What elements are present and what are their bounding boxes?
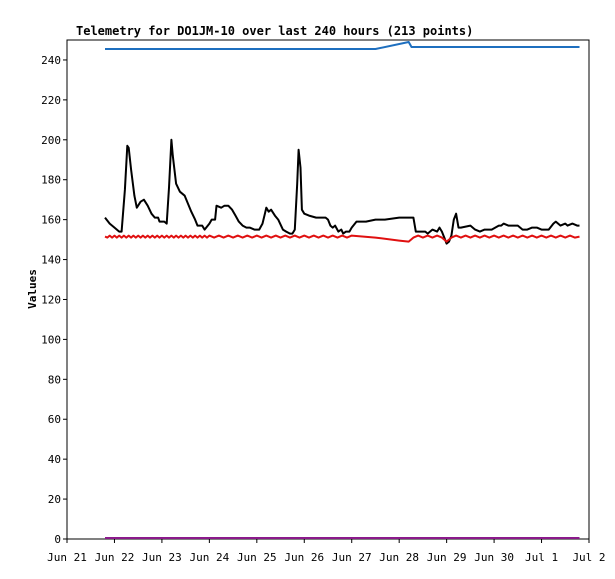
- y-tick-label: 120: [41, 293, 61, 306]
- y-tick-label: 240: [41, 54, 61, 67]
- x-axis: Jun 21 Jun 22 Jun 23 Jun 24 Jun 25 Jun 26 Jun …: [47, 539, 606, 564]
- y-tick-label: 0: [54, 533, 61, 546]
- series-layer: [104, 41, 580, 539]
- y-tick-label: 200: [41, 134, 61, 147]
- chart-title: Telemetry for DO1JM-10 over last 240 hou…: [76, 24, 473, 38]
- y-tick-label: 20: [48, 493, 61, 506]
- x-tick-label: Jun 30: [474, 551, 514, 564]
- x-tick-label: Jun 22: [95, 551, 135, 564]
- x-tick-label: Jun 25: [237, 551, 277, 564]
- x-tick-label: Jun 23: [142, 551, 182, 564]
- y-tick-label: 60: [48, 413, 61, 426]
- y-tick-label: 140: [41, 254, 61, 267]
- y-tick-label: 80: [48, 373, 61, 386]
- x-tick-label: Jun 21: [47, 551, 87, 564]
- x-tick-label: Jun 29: [427, 551, 467, 564]
- y-tick-label: 220: [41, 94, 61, 107]
- x-tick-label: Jul 2: [572, 551, 605, 564]
- y-tick-label: 180: [41, 174, 61, 187]
- y-axis-label: Values: [26, 269, 39, 309]
- x-tick-label: Jun 24: [189, 551, 229, 564]
- x-tick-label: Jun 26: [284, 551, 324, 564]
- x-tick-label: Jul 1: [525, 551, 558, 564]
- y-tick-label: 100: [41, 333, 61, 346]
- series-line-3: [104, 234, 580, 243]
- x-tick-label: Jun 27: [332, 551, 372, 564]
- y-tick-label: 40: [48, 453, 61, 466]
- y-axis: 0 20 40 60 80 100 120 140 160 180 200 220 240: [41, 54, 67, 546]
- y-tick-label: 160: [41, 214, 61, 227]
- series-line-2: [104, 138, 580, 245]
- series-line-1: [105, 41, 580, 50]
- plot-frame: [66, 39, 590, 540]
- x-tick-label: Jun 28: [379, 551, 419, 564]
